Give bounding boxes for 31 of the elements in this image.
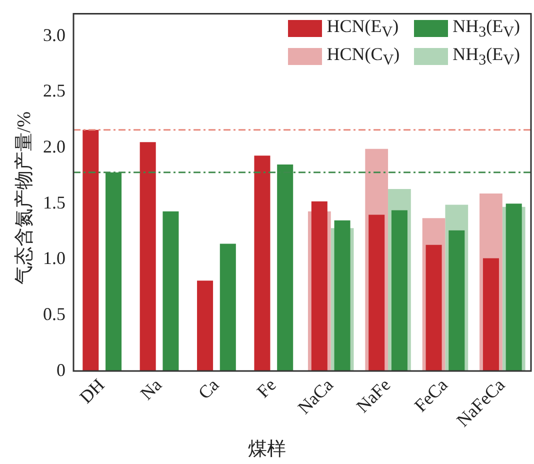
- x-tick-label: DH: [76, 374, 108, 408]
- bar: [162, 211, 179, 372]
- bar: [448, 230, 465, 372]
- x-axis-title: 煤样: [247, 438, 287, 462]
- bar: [391, 210, 408, 372]
- y-tick-label: 0: [56, 360, 66, 380]
- y-tick-label: 1.5: [43, 192, 66, 212]
- bar: [426, 244, 442, 372]
- y-tick-label: 0.5: [43, 304, 66, 324]
- y-tick-label: 2.5: [43, 80, 66, 101]
- bar: [220, 244, 236, 372]
- y-tick-label: 3.0: [43, 24, 66, 45]
- legend-label: HCN(C$_{V}$): [326, 44, 400, 70]
- bar: [334, 220, 350, 372]
- bar: [140, 142, 156, 372]
- x-tick-label: Ca: [194, 374, 223, 403]
- bar: [197, 280, 214, 372]
- bar: [506, 204, 522, 372]
- legend-label: NH$_{3}$(E$_{V}$): [452, 16, 520, 42]
- x-tick-label: Fe: [252, 374, 280, 402]
- bar: [368, 214, 385, 372]
- bar: [311, 201, 328, 372]
- y-axis-title: 气态含氮产物产量/%: [13, 110, 36, 287]
- bar: [482, 258, 499, 372]
- legend-label: HCN(E$_{V}$): [326, 16, 399, 42]
- bar: [254, 156, 270, 372]
- bar: [82, 130, 99, 372]
- y-tick-label: 1.0: [43, 248, 66, 268]
- x-tick-label: Na: [136, 374, 166, 404]
- legend-label: NH$_{3}$(E$_{V}$): [452, 44, 520, 70]
- y-tick-label: 2.0: [43, 136, 66, 156]
